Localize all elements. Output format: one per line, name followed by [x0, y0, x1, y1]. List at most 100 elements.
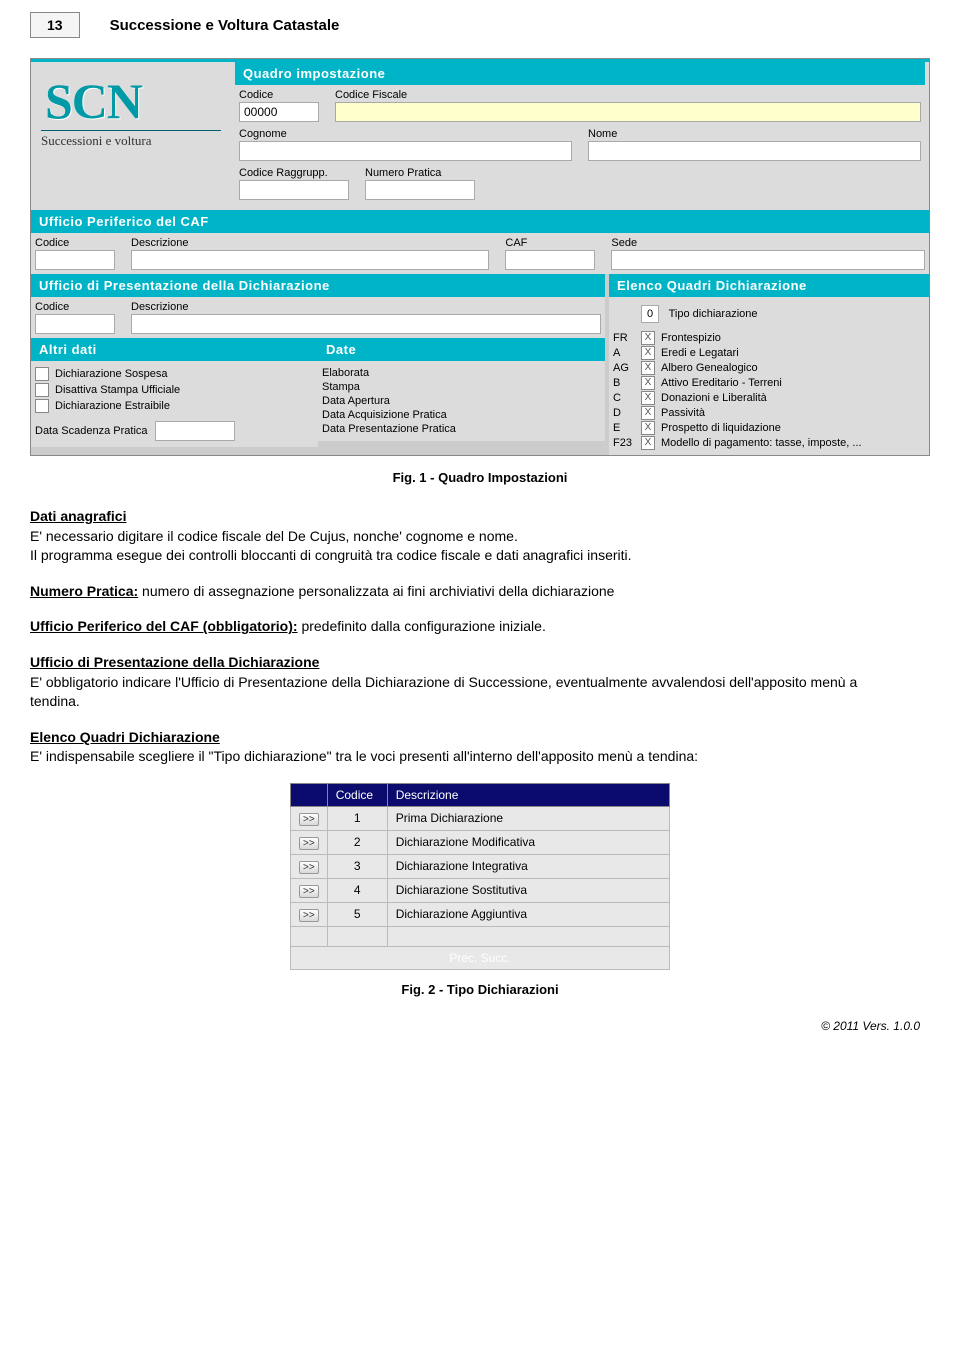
- caf-codice-label: Codice: [35, 237, 115, 249]
- quadro-check[interactable]: [641, 331, 655, 345]
- logo-panel: SCN Successioni e voltura: [31, 62, 231, 210]
- nome-label: Nome: [588, 128, 921, 140]
- caf-descr-input[interactable]: [131, 250, 489, 270]
- altri-c2: Disattiva Stampa Ufficiale: [55, 384, 180, 396]
- page-title: Successione e Voltura Catastale: [110, 17, 340, 34]
- pres-descr-input[interactable]: [131, 314, 601, 334]
- altri-c1: Dichiarazione Sospesa: [55, 368, 168, 380]
- quadro-code: F23: [613, 437, 641, 449]
- page-number: 13: [30, 12, 80, 38]
- th-descr: Descrizione: [387, 783, 669, 806]
- select-row-button[interactable]: >>: [299, 837, 319, 850]
- d4: Data Acquisizione Pratica: [322, 409, 447, 421]
- cf-input[interactable]: [335, 102, 921, 122]
- elenco-text: E' indispensabile scegliere il "Tipo dic…: [30, 748, 698, 764]
- row-descr: Prima Dichiarazione: [387, 806, 669, 830]
- altri-header: Altri dati: [31, 338, 318, 361]
- numerop-input[interactable]: [365, 180, 475, 200]
- pres-codice-label: Codice: [35, 301, 115, 313]
- check-estraibile[interactable]: [35, 399, 49, 413]
- elenco-quadri-section: Elenco Quadri Dichiarazione E' indispens…: [30, 728, 900, 767]
- codice-label: Codice: [239, 89, 319, 101]
- d2: Stampa: [322, 381, 360, 393]
- quadro-code: A: [613, 347, 641, 359]
- quadro-header: Quadro impostazione: [235, 62, 925, 85]
- ufficio-caf-header: Ufficio Periferico del CAF: [31, 210, 929, 233]
- uff-per-text: predefinito dalla configurazione inizial…: [298, 618, 546, 634]
- tipo-dich-label: Tipo dichiarazione: [669, 308, 758, 320]
- quadro-item: CDonazioni e Liberalità: [613, 391, 925, 405]
- numero-pratica-section: Numero Pratica: numero di assegnazione p…: [30, 582, 900, 602]
- row-codice: 1: [327, 806, 387, 830]
- quadro-check[interactable]: [641, 376, 655, 390]
- select-row-button[interactable]: >>: [299, 813, 319, 826]
- quadro-check[interactable]: [641, 406, 655, 420]
- row-codice: 3: [327, 854, 387, 878]
- cf-label: Codice Fiscale: [335, 89, 921, 101]
- uff-pres-text: E' obbligatorio indicare l'Ufficio di Pr…: [30, 674, 857, 710]
- check-sospesa[interactable]: [35, 367, 49, 381]
- tipo-dich-value[interactable]: 0: [641, 305, 659, 323]
- caf-caf-label: CAF: [505, 237, 595, 249]
- ufficio-pres-section: Ufficio di Presentazione della Dichiaraz…: [30, 653, 900, 712]
- app-screenshot: SCN Successioni e voltura Quadro imposta…: [30, 58, 930, 456]
- nome-input[interactable]: [588, 141, 921, 161]
- quadro-code: B: [613, 377, 641, 389]
- quadro-item: DPassività: [613, 406, 925, 420]
- cognome-label: Cognome: [239, 128, 572, 140]
- quadro-check[interactable]: [641, 436, 655, 450]
- page-header: 13 Successione e Voltura Catastale: [30, 0, 930, 38]
- quadro-check[interactable]: [641, 361, 655, 375]
- caf-sede-input[interactable]: [611, 250, 925, 270]
- caf-sede-label: Sede: [611, 237, 925, 249]
- quadro-item: A Eredi e Legatari: [613, 346, 925, 360]
- logo-text: SCN: [45, 72, 221, 130]
- caf-caf-input[interactable]: [505, 250, 595, 270]
- data-scad-label: Data Scadenza Pratica: [35, 425, 148, 437]
- quadro-label: Modello di pagamento: tasse, imposte, ..…: [661, 437, 862, 449]
- uff-per-heading: Ufficio Periferico del CAF (obbligatorio…: [30, 618, 298, 634]
- quadro-label: Passività: [661, 407, 705, 419]
- table-row: >> 1Prima Dichiarazione: [291, 806, 670, 830]
- select-row-button[interactable]: >>: [299, 885, 319, 898]
- cognome-input[interactable]: [239, 141, 572, 161]
- row-codice: 5: [327, 902, 387, 926]
- figure-1-caption: Fig. 1 - Quadro Impostazioni: [30, 470, 930, 485]
- quadro-check[interactable]: [641, 391, 655, 405]
- codice-input[interactable]: [239, 102, 319, 122]
- select-row-button[interactable]: >>: [299, 861, 319, 874]
- dati-ana-p1: E' necessario digitare il codice fiscale…: [30, 528, 518, 544]
- quadro-item: F23 Modello di pagamento: tasse, imposte,…: [613, 436, 925, 450]
- table-row: >> 3Dichiarazione Integrativa: [291, 854, 670, 878]
- select-row-button[interactable]: >>: [299, 909, 319, 922]
- table2-footer: Prec. Succ.: [291, 946, 670, 969]
- uff-pres-heading: Ufficio di Presentazione della Dichiaraz…: [30, 654, 319, 670]
- codragg-label: Codice Raggrupp.: [239, 167, 349, 179]
- elenco-header: Elenco Quadri Dichiarazione: [609, 274, 929, 297]
- ufficio-periferico-section: Ufficio Periferico del CAF (obbligatorio…: [30, 617, 900, 637]
- pres-descr-label: Descrizione: [131, 301, 601, 313]
- quadro-label: Eredi e Legatari: [661, 347, 739, 359]
- row-descr: Dichiarazione Modificativa: [387, 830, 669, 854]
- row-descr: Dichiarazione Integrativa: [387, 854, 669, 878]
- data-scad-input[interactable]: [155, 421, 235, 441]
- dati-ana-heading: Dati anagrafici: [30, 508, 126, 524]
- quadro-item: FRFrontespizio: [613, 331, 925, 345]
- quadro-code: FR: [613, 332, 641, 344]
- pres-codice-input[interactable]: [35, 314, 115, 334]
- altri-c3: Dichiarazione Estraibile: [55, 400, 170, 412]
- numerop-label: Numero Pratica: [365, 167, 475, 179]
- quadro-check[interactable]: [641, 346, 655, 360]
- check-disattiva[interactable]: [35, 383, 49, 397]
- th-codice: Codice: [327, 783, 387, 806]
- figure-2-caption: Fig. 2 - Tipo Dichiarazioni: [30, 982, 930, 997]
- d3: Data Apertura: [322, 395, 390, 407]
- quadro-label: Prospetto di liquidazione: [661, 422, 781, 434]
- dati-anagrafici-section: Dati anagrafici E' necessario digitare i…: [30, 507, 900, 566]
- dati-ana-p2: Il programma esegue dei controlli blocca…: [30, 547, 632, 563]
- quadro-check[interactable]: [641, 421, 655, 435]
- codragg-input[interactable]: [239, 180, 349, 200]
- caf-codice-input[interactable]: [35, 250, 115, 270]
- quadro-item: BAttivo Ereditario - Terreni: [613, 376, 925, 390]
- quadro-item: AGAlbero Genealogico: [613, 361, 925, 375]
